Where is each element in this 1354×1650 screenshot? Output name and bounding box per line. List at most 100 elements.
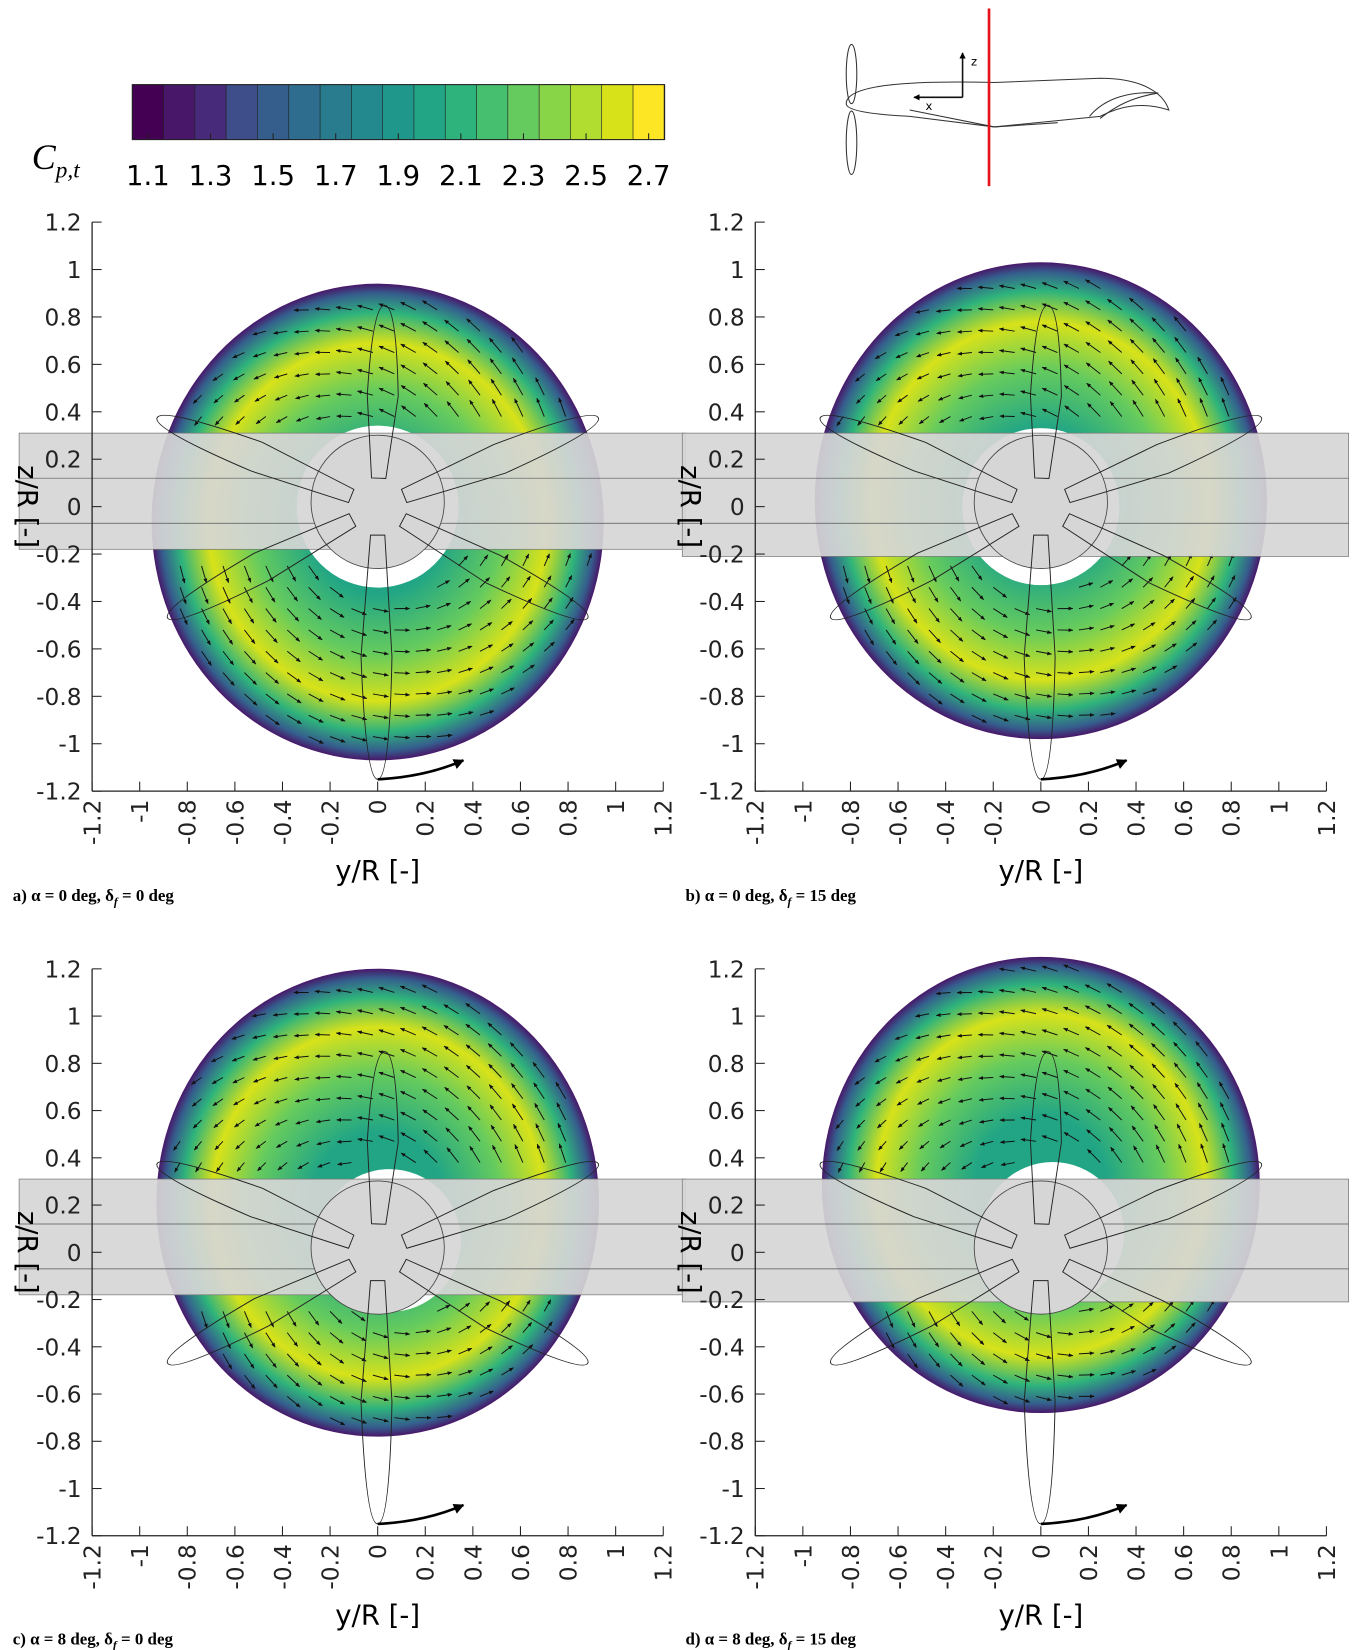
flow-vector [394,692,411,697]
flow-vector [950,1332,962,1347]
flow-vector [335,1074,352,1079]
flow-vector [265,1374,278,1389]
flow-vector [875,373,887,382]
flow-vector [1220,1101,1230,1121]
flow-vector [335,1031,352,1036]
flow-vector [286,586,298,602]
flow-vector [458,600,472,609]
flow-vector [191,1098,202,1107]
y-axis-label: z/R [-] [674,465,706,548]
flow-vector [956,329,972,334]
flow-vector [1108,360,1123,375]
flow-vector [194,416,202,426]
flow-vector [1107,298,1123,311]
flow-vector [212,373,224,382]
colorbar-tick-label: 2.3 [502,160,546,192]
flow-vector [415,648,432,653]
flow-vector [998,988,1015,993]
flow-vector [465,1044,481,1057]
flow-field [156,968,599,1437]
flow-vector [273,373,288,379]
caption: c) α = 8 deg, δf = 0 deg [13,1630,174,1650]
flow-vector [214,1140,224,1151]
flow-vector [950,672,965,683]
flow-vector [937,1098,951,1104]
flow-vector [1142,666,1157,674]
flow-vector [489,1104,502,1121]
flow-vector [501,1300,511,1312]
flow-vector [1197,1102,1208,1121]
flow-vector [971,714,987,723]
flow-vector [950,1353,963,1367]
propeller-blade [366,304,399,479]
y-tick-label: -0.4 [699,1334,744,1361]
flow-vector [1151,317,1165,332]
flow-vector [1172,1021,1187,1036]
flow-vector [1107,319,1123,332]
flow-vector [329,629,345,639]
flow-vector [286,1353,300,1367]
flow-vector [928,650,942,664]
flow-vector [421,984,438,993]
flow-vector [329,650,346,659]
flow-vector [522,575,531,588]
flow-vector [232,1077,245,1084]
x-tick-label: -0.6 [886,800,913,845]
flow-vector [558,1143,567,1163]
flow-vector [1020,1051,1037,1057]
flow-vector [274,1098,288,1104]
flow-vector [998,284,1015,289]
flow-vector [337,1162,352,1166]
flow-vector [836,416,844,427]
flow-vector [1041,366,1058,375]
flow-vector [244,650,257,665]
flow-vector [488,1084,502,1100]
flow-vector [961,1162,973,1170]
flow-vector [372,736,389,741]
x-tick-label: -1.2 [80,800,107,845]
flow-vector [458,1302,471,1312]
flow-vector [1100,625,1115,631]
flow-vector [999,392,1015,397]
flow-vector [458,1391,474,1397]
propeller-blade [400,1160,599,1249]
flow-vector [335,370,352,375]
flow-vector [1143,688,1158,695]
flow-vector [1121,1325,1135,1334]
flow-vector [244,1353,255,1369]
flow-vector [173,1141,181,1151]
flow-vector [1063,985,1080,993]
flow-vector [543,1321,553,1333]
y-tick-label: 0 [730,494,745,521]
x-tick-label: -1 [127,800,154,823]
flow-vector [957,1055,972,1060]
flow-vector [415,691,432,696]
flow-vector [458,645,473,652]
flow-vector [297,1162,309,1170]
flow-vector [1151,1063,1165,1078]
y-tick-label: -0.2 [36,542,81,569]
flow-vector [543,575,552,588]
flow-vector [1129,318,1144,332]
flow-vector [265,1353,277,1368]
flow-vector [1142,1346,1156,1355]
flow-vector [201,1311,208,1329]
flow-vector [950,608,963,622]
aircraft-inset [845,8,1170,187]
flow-vector [971,565,983,581]
flow-vector [1109,401,1123,417]
flow-vector [235,416,245,425]
flow-vector [253,1077,266,1083]
flow-vector [501,598,512,609]
flow-vector [1020,1030,1037,1036]
flow-vector [875,1077,887,1085]
flow-vector [1078,1351,1095,1356]
flow-vector [1078,669,1095,674]
y-tick-label: -0.4 [36,589,81,616]
flow-vector [294,351,309,356]
colorbar-band [570,84,603,140]
flow-vector [565,575,573,588]
flow-vector [466,1065,481,1078]
flow-vector [421,300,438,311]
